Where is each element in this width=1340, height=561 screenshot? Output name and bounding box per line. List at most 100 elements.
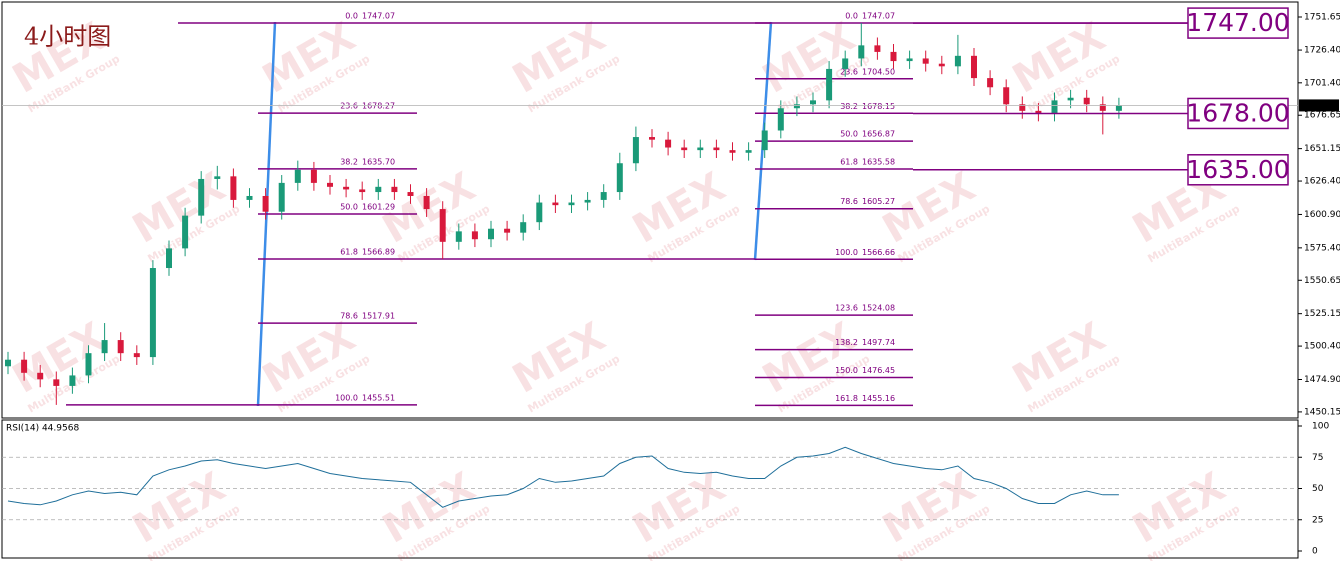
candle-body — [697, 147, 704, 151]
candle-body — [471, 231, 478, 240]
candle-body — [520, 222, 527, 233]
fib-level: 161.8 — [835, 394, 858, 403]
fib-price: 1566.66 — [862, 248, 895, 257]
candle-body — [375, 186, 382, 193]
candle-body — [826, 68, 833, 101]
fib-price: 1524.08 — [862, 304, 895, 313]
candle-body — [21, 359, 28, 373]
candle-body — [53, 379, 60, 386]
candle-body — [938, 63, 945, 67]
candle-body — [5, 359, 11, 367]
fib-price: 1678.27 — [362, 102, 395, 111]
candle-body — [874, 45, 881, 52]
fib-level: 150.0 — [835, 366, 858, 375]
candle-body — [246, 195, 253, 200]
candle-body — [278, 182, 285, 212]
candle-body — [906, 58, 913, 62]
candle-body — [343, 186, 350, 190]
fib-level: 38.2 — [340, 157, 358, 166]
candle-body — [922, 58, 929, 64]
fib-price: 1476.45 — [862, 366, 895, 375]
y-tick-label: 1474.90 — [1304, 375, 1340, 385]
candle-body — [729, 150, 736, 153]
fib-price: 1678.15 — [862, 102, 895, 111]
candle-body — [761, 130, 768, 151]
candle-body — [1035, 110, 1042, 114]
candle-body — [133, 353, 140, 358]
fib-price: 1455.51 — [362, 393, 395, 402]
candle-body — [858, 45, 865, 59]
y-tick-label: 1701.40 — [1304, 78, 1340, 88]
candle-body — [439, 209, 446, 242]
candle-body — [536, 202, 543, 223]
candle-body — [294, 169, 301, 183]
y-tick-label: 1500.40 — [1304, 342, 1340, 352]
fib-level: 50.0 — [340, 202, 358, 211]
candle-body — [1019, 104, 1026, 111]
candle-body — [987, 78, 994, 88]
fib-price: 1566.89 — [362, 248, 395, 257]
candle-body — [1115, 105, 1122, 111]
y-tick-label: 25 — [1312, 515, 1323, 525]
candle-body — [198, 178, 205, 216]
candle-body — [455, 231, 462, 242]
candle-body — [842, 58, 849, 69]
candle-body — [149, 268, 156, 358]
fib-price: 1605.27 — [862, 197, 895, 206]
main-panel — [1, 1, 1299, 419]
rsi-line — [7, 446, 1119, 508]
fib-price: 1497.74 — [862, 338, 895, 347]
candle-body — [971, 55, 977, 79]
fib-price: 1747.07 — [862, 11, 895, 20]
candle-body — [166, 248, 172, 269]
fib-level: 138.2 — [835, 338, 858, 347]
fib-level: 61.8 — [340, 248, 358, 257]
candle-body — [327, 182, 333, 187]
candle-body — [117, 340, 124, 354]
candle-body — [745, 150, 752, 153]
annotation-box — [1187, 7, 1289, 39]
candle-body — [954, 55, 961, 67]
annotation-label: 1635.00 — [1186, 155, 1289, 184]
fib-level: 123.6 — [835, 304, 858, 313]
candle-body — [890, 51, 897, 62]
fib-level: 61.8 — [840, 158, 858, 167]
candle-body — [214, 176, 221, 179]
candle-body — [568, 202, 575, 206]
annotation-label: 1678.00 — [1186, 98, 1289, 127]
candle-body — [488, 228, 494, 240]
fib-level: 50.0 — [840, 130, 858, 139]
candle-body — [101, 340, 108, 354]
annotation-box — [1187, 97, 1289, 130]
current-price-tag — [1299, 99, 1339, 112]
fib-price: 1656.87 — [862, 130, 895, 139]
candle-body — [1067, 97, 1074, 101]
y-tick-label: 1676.65 — [1304, 111, 1340, 121]
fib-price: 1635.70 — [362, 157, 395, 166]
fib-price: 1601.29 — [362, 202, 395, 211]
y-tick-label: 1626.40 — [1304, 177, 1340, 187]
candle-body — [1083, 97, 1090, 105]
candle-body — [681, 147, 688, 151]
candle-body — [359, 189, 366, 193]
fib-price: 1455.16 — [862, 394, 895, 403]
fib-level: 0.0 — [345, 11, 358, 20]
candle-body — [1003, 87, 1010, 105]
rsi-title: RSI(14) 44.9568 — [6, 424, 79, 434]
candle-body — [262, 195, 269, 212]
y-tick-label: 1651.15 — [1304, 144, 1340, 154]
candle-body — [584, 199, 591, 203]
fib-level: 78.6 — [840, 197, 858, 206]
y-tick-label: 1575.40 — [1304, 243, 1340, 253]
candle-body — [616, 163, 623, 193]
candle-body — [504, 228, 511, 233]
